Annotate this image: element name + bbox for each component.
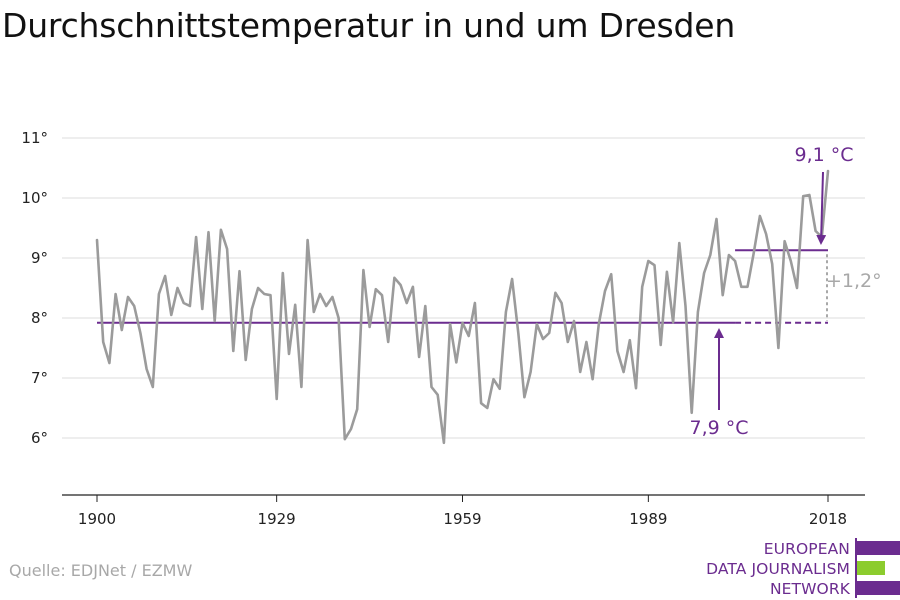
logo-bar-purple-bottom [857, 581, 900, 595]
logo-line-3: NETWORK [769, 580, 850, 598]
x-tick-label: 1959 [443, 510, 481, 528]
x-tick-label: 1989 [629, 510, 667, 528]
y-tick-label: 11° [21, 129, 48, 147]
edjnet-logo: EUROPEAN DATA JOURNALISM NETWORK [700, 538, 900, 598]
x-tick-label: 2018 [809, 510, 847, 528]
logo-line-2: DATA JOURNALISM [706, 560, 850, 578]
logo-bar-purple-top [857, 541, 900, 555]
difference-label: +1,2° [826, 270, 882, 292]
y-tick-label: 7° [31, 369, 48, 387]
y-tick-label: 10° [21, 189, 48, 207]
x-tick-label: 1900 [78, 510, 116, 528]
temperature-series [95, 169, 830, 445]
logo-bar-green [857, 561, 885, 575]
annotations: +1,2° 9,1 °C 7,9 °C [689, 144, 881, 439]
y-tick-label: 6° [31, 429, 48, 447]
chart-title: Durchschnittstemperatur in und um Dresde… [2, 6, 736, 45]
y-tick-label: 8° [31, 309, 48, 327]
arrow-9-1 [816, 171, 827, 245]
label-9-1: 9,1 °C [794, 144, 853, 166]
temperature-line [95, 169, 830, 445]
x-tick-label: 1929 [258, 510, 296, 528]
y-axis-tick-labels: 6° 7° 8° 9° 10° 11° [21, 129, 48, 447]
label-7-9: 7,9 °C [689, 417, 748, 439]
source-note: Quelle: EDJNet / EZMW [9, 561, 193, 580]
x-axis: 1900 1929 1959 1989 2018 [62, 494, 865, 528]
grid-lines [62, 137, 865, 439]
logo-line-1: EUROPEAN [763, 540, 850, 558]
logo-stem [855, 538, 857, 598]
y-tick-label: 9° [31, 249, 48, 267]
